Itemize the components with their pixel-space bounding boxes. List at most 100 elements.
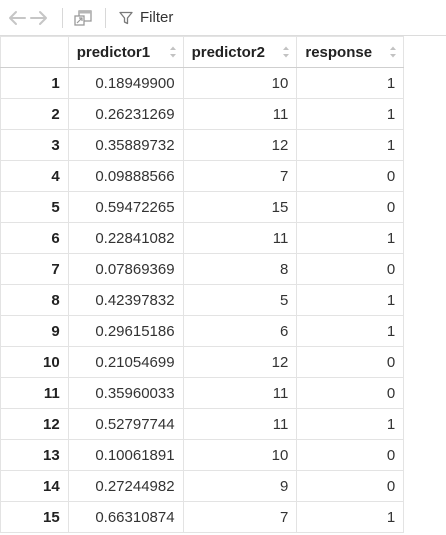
cell-predictor2: 10 [182,439,298,471]
cell-response: 1 [296,129,405,161]
table-row: 11 0.35960033 11 0 [0,377,446,409]
toolbar-divider [62,7,63,28]
row-number: 10 [0,346,69,378]
row-number: 5 [0,191,69,223]
cell-predictor2: 7 [182,501,298,533]
data-table: predictor1 predictor2 response [0,36,446,533]
popout-window-icon [74,9,92,26]
cell-predictor2: 5 [182,284,298,316]
cell-predictor2: 9 [182,470,298,502]
table-row: 1 0.18949900 10 1 [0,67,446,99]
table-row: 12 0.52797744 11 1 [0,408,446,440]
table-row: 15 0.66310874 7 1 [0,501,446,533]
row-number: 3 [0,129,69,161]
row-number: 2 [0,98,69,130]
header-row: predictor1 predictor2 response [0,36,446,68]
row-number: 1 [0,67,69,99]
cell-predictor1: 0.18949900 [67,67,184,99]
row-filler [403,160,446,192]
table-row: 14 0.27244982 9 0 [0,470,446,502]
forward-button[interactable] [28,5,50,31]
row-number: 6 [0,222,69,254]
row-number: 7 [0,253,69,285]
cell-predictor1: 0.66310874 [67,501,184,533]
cell-predictor2: 12 [182,129,298,161]
table-row: 10 0.21054699 12 0 [0,346,446,378]
row-number: 11 [0,377,69,409]
cell-predictor2: 7 [182,160,298,192]
cell-response: 1 [296,408,405,440]
cell-predictor2: 12 [182,346,298,378]
cell-response: 1 [296,501,405,533]
table-row: 3 0.35889732 12 1 [0,129,446,161]
row-filler [403,222,446,254]
rownames-header [0,36,69,68]
cell-response: 0 [296,253,405,285]
sort-updown-icon [283,46,290,58]
cell-predictor2: 6 [182,315,298,347]
cell-predictor1: 0.59472265 [67,191,184,223]
column-header-label: predictor1 [76,43,151,61]
column-header-response[interactable]: response [296,36,405,68]
cell-predictor1: 0.09888566 [67,160,184,192]
sort-updown-icon [390,46,397,58]
cell-response: 1 [296,67,405,99]
row-filler [403,191,446,223]
column-header-label: response [305,43,373,61]
cell-response: 1 [296,284,405,316]
cell-predictor1: 0.22841082 [67,222,184,254]
cell-predictor2: 15 [182,191,298,223]
row-filler [403,377,446,409]
sort-updown-icon [169,46,176,58]
cell-predictor2: 8 [182,253,298,285]
column-header-predictor1[interactable]: predictor1 [67,36,184,68]
funnel-icon [119,11,133,24]
row-number: 15 [0,501,69,533]
row-filler [403,408,446,440]
toolbar-divider [105,7,106,28]
cell-predictor1: 0.29615186 [67,315,184,347]
filter-button[interactable]: Filter [116,5,175,31]
table-row: 6 0.22841082 11 1 [0,222,446,254]
cell-predictor1: 0.21054699 [67,346,184,378]
cell-predictor1: 0.10061891 [67,439,184,471]
cell-predictor2: 11 [182,377,298,409]
row-filler [403,98,446,130]
cell-predictor2: 11 [182,408,298,440]
table-row: 2 0.26231269 11 1 [0,98,446,130]
back-button[interactable] [6,5,28,31]
row-number: 13 [0,439,69,471]
cell-response: 1 [296,315,405,347]
table-row: 7 0.07869369 8 0 [0,253,446,285]
cell-predictor2: 11 [182,98,298,130]
row-filler [403,346,446,378]
column-header-label: predictor2 [191,43,265,61]
data-grid: predictor1 predictor2 response [0,36,446,535]
row-filler [403,439,446,471]
row-filler [403,501,446,533]
table-row: 5 0.59472265 15 0 [0,191,446,223]
row-filler [403,67,446,99]
cell-predictor1: 0.27244982 [67,470,184,502]
column-header-predictor2[interactable]: predictor2 [182,36,298,68]
cell-predictor2: 10 [182,67,298,99]
arrow-right-icon [30,10,47,25]
table-row: 4 0.09888566 7 0 [0,160,446,192]
cell-predictor1: 0.07869369 [67,253,184,285]
data-viewer-toolbar: Filter [0,0,446,36]
cell-response: 1 [296,222,405,254]
cell-response: 0 [296,191,405,223]
row-filler [403,129,446,161]
table-row: 13 0.10061891 10 0 [0,439,446,471]
cell-predictor2: 11 [182,222,298,254]
popout-button[interactable] [71,5,95,31]
table-row: 8 0.42397832 5 1 [0,284,446,316]
arrow-left-icon [9,10,26,25]
cell-response: 0 [296,377,405,409]
cell-predictor1: 0.26231269 [67,98,184,130]
cell-response: 0 [296,439,405,471]
cell-predictor1: 0.35960033 [67,377,184,409]
row-filler [403,470,446,502]
row-number: 4 [0,160,69,192]
row-number: 14 [0,470,69,502]
